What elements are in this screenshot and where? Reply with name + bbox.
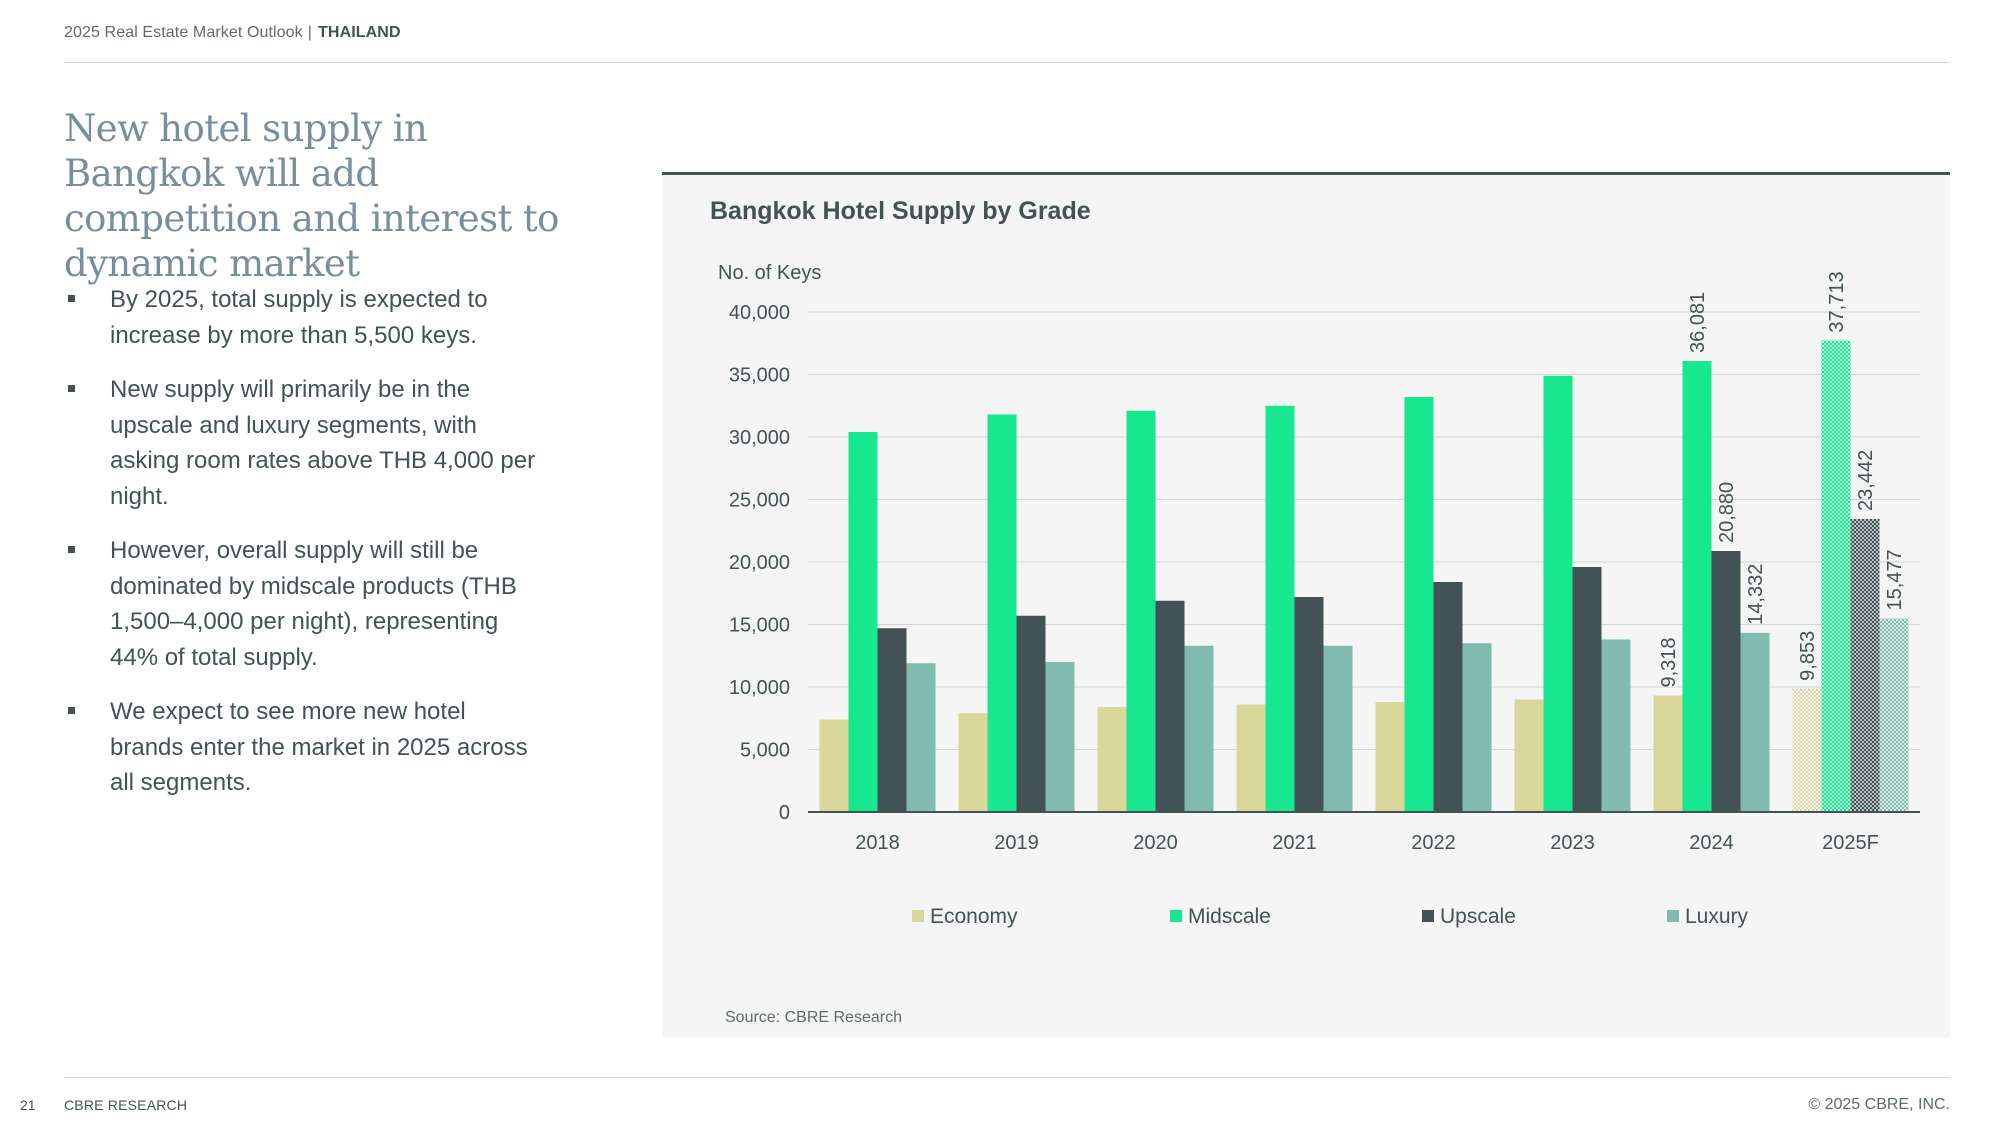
y-tick-label: 5,000	[740, 740, 790, 762]
report-country: THAILAND	[318, 24, 401, 41]
legend-label: Economy	[930, 905, 1018, 928]
y-tick-label: 35,000	[729, 365, 790, 387]
bar-economy-2025f	[1792, 688, 1822, 812]
bar-economy-2019	[958, 713, 988, 812]
bar-luxury-2021	[1323, 645, 1353, 812]
data-label: 23,442	[1855, 450, 1877, 511]
bullet-square-icon	[68, 385, 75, 392]
data-label: 9,853	[1797, 631, 1819, 681]
header-divider	[64, 62, 1950, 63]
y-tick-label: 25,000	[729, 490, 790, 512]
key-point: We expect to see more new hotel brands e…	[64, 694, 544, 801]
bar-luxury-2020	[1184, 645, 1214, 812]
chart-source: Source: CBRE Research	[725, 1009, 902, 1026]
bullet-square-icon	[68, 546, 75, 553]
bar-luxury-2023	[1601, 639, 1631, 812]
bar-upscale-2019	[1016, 615, 1046, 812]
key-point-text: New supply will primarily be in the upsc…	[110, 376, 536, 510]
x-tick-label: 2025F	[1822, 832, 1879, 854]
data-label: 15,477	[1884, 549, 1906, 610]
copyright: © 2025 CBRE, INC.	[1808, 1096, 1950, 1113]
chart-panel: Bangkok Hotel Supply by Grade	[662, 172, 1950, 1038]
bar-upscale-2024	[1711, 551, 1741, 812]
bar-upscale-2022	[1433, 582, 1463, 812]
bar-midscale-2020	[1126, 410, 1156, 812]
bar-economy-2018	[819, 719, 849, 812]
bar-midscale-2018	[848, 432, 878, 812]
data-label: 20,880	[1716, 482, 1738, 543]
x-tick-label: 2019	[994, 832, 1039, 854]
legend-swatch-luxury	[1667, 910, 1679, 922]
legend-swatch-midscale	[1170, 910, 1182, 922]
legend-label: Luxury	[1685, 905, 1749, 928]
bar-midscale-2025f	[1821, 340, 1851, 812]
data-label: 14,332	[1745, 564, 1767, 625]
legend-swatch-economy	[912, 910, 924, 922]
bar-economy-2022	[1375, 702, 1405, 812]
footer-brand: CBRE RESEARCH	[64, 1097, 188, 1113]
bar-economy-2024	[1653, 695, 1683, 812]
legend-swatch-upscale	[1422, 910, 1434, 922]
y-tick-label: 20,000	[729, 552, 790, 574]
bar-midscale-2022	[1404, 397, 1434, 812]
key-point-text: We expect to see more new hotel brands e…	[110, 698, 528, 796]
y-axis-label: No. of Keys	[718, 262, 821, 284]
x-tick-label: 2021	[1272, 832, 1317, 854]
bar-economy-2023	[1514, 699, 1544, 812]
bullet-square-icon	[68, 295, 75, 302]
x-tick-label: 2024	[1689, 832, 1734, 854]
data-label: 36,081	[1687, 292, 1709, 353]
key-point: New supply will primarily be in the upsc…	[64, 372, 544, 514]
key-points-list: By 2025, total supply is expected to inc…	[64, 282, 544, 820]
y-tick-label: 15,000	[729, 615, 790, 637]
bar-midscale-2023	[1543, 375, 1573, 812]
key-point-text: By 2025, total supply is expected to inc…	[110, 286, 488, 349]
legend-label: Midscale	[1188, 905, 1271, 928]
y-tick-label: 30,000	[729, 427, 790, 449]
header-separator: |	[307, 24, 313, 41]
key-point-text: However, overall supply will still be do…	[110, 537, 517, 671]
bar-midscale-2019	[987, 414, 1017, 812]
x-tick-label: 2020	[1133, 832, 1178, 854]
x-tick-label: 2018	[855, 832, 900, 854]
bar-economy-2020	[1097, 707, 1127, 812]
bar-upscale-2025f	[1850, 518, 1880, 812]
bar-upscale-2021	[1294, 597, 1324, 812]
x-tick-label: 2022	[1411, 832, 1456, 854]
y-tick-label: 10,000	[729, 677, 790, 699]
report-header: 2025 Real Estate Market Outlook | THAILAND	[64, 24, 401, 42]
footer-divider	[64, 1077, 1950, 1078]
report-title: 2025 Real Estate Market Outlook	[64, 24, 303, 41]
page-number: 21	[20, 1097, 36, 1113]
bar-midscale-2024	[1682, 360, 1712, 812]
data-label: 37,713	[1826, 271, 1848, 332]
key-point: By 2025, total supply is expected to inc…	[64, 282, 544, 353]
bullet-square-icon	[68, 707, 75, 714]
bar-luxury-2019	[1045, 662, 1075, 812]
legend-label: Upscale	[1440, 905, 1516, 928]
x-tick-label: 2023	[1550, 832, 1595, 854]
bar-luxury-2022	[1462, 643, 1492, 812]
bar-upscale-2023	[1572, 567, 1602, 812]
bar-luxury-2018	[906, 663, 936, 812]
bar-luxury-2024	[1740, 632, 1770, 812]
bar-luxury-2025f	[1879, 618, 1909, 812]
hotel-supply-bar-chart: No. of Keys 9,318 36,081 20,880 14,332 9,853…	[718, 262, 1920, 928]
page-headline: New hotel supply in Bangkok will add com…	[64, 107, 559, 285]
bar-economy-2021	[1236, 704, 1266, 812]
bar-upscale-2018	[877, 628, 907, 812]
y-tick-label: 40,000	[729, 302, 790, 324]
key-point: However, overall supply will still be do…	[64, 533, 544, 675]
data-label: 9,318	[1658, 637, 1680, 687]
bar-upscale-2020	[1155, 600, 1185, 812]
chart-title: Bangkok Hotel Supply by Grade	[710, 197, 1091, 225]
y-tick-label: 0	[779, 802, 790, 824]
bar-midscale-2021	[1265, 405, 1295, 812]
